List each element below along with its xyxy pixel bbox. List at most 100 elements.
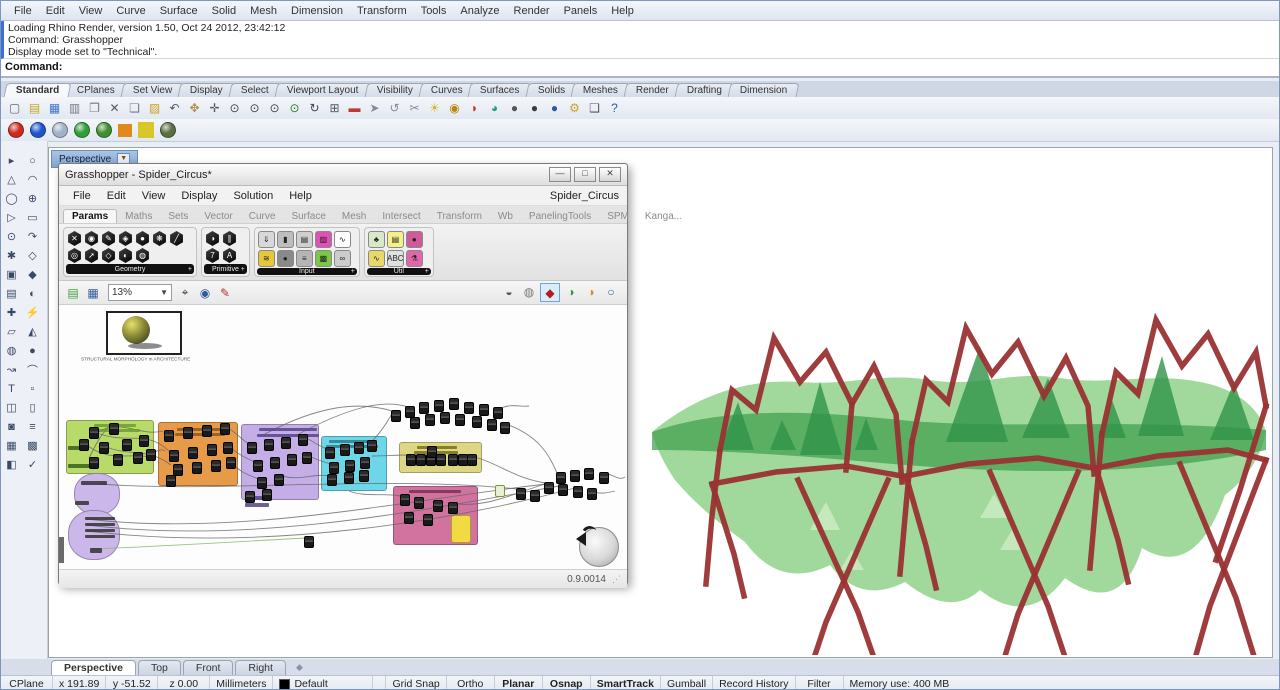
gh-category-tab[interactable]: Wb xyxy=(497,211,513,222)
gh-component[interactable] xyxy=(340,444,350,456)
toolbar-icon[interactable]: ◗ xyxy=(470,101,479,115)
toolbar-tab[interactable]: Curves xyxy=(418,83,475,97)
input-component-icon[interactable]: ∿ xyxy=(333,231,351,248)
gh-component[interactable] xyxy=(202,425,212,437)
gh-component[interactable] xyxy=(264,439,274,451)
toolbar-icon[interactable]: ☀ xyxy=(429,101,440,115)
canvas-view-icon[interactable]: ⌖ xyxy=(181,285,189,299)
gh-component[interactable] xyxy=(146,449,156,461)
toolbar-tab[interactable]: Meshes xyxy=(570,83,631,97)
status-toggle[interactable]: SmartTrack xyxy=(591,676,661,689)
geometry-component-icon[interactable]: ◉ xyxy=(85,231,98,246)
gh-component[interactable] xyxy=(345,460,355,472)
toolbar-tab[interactable]: Surfaces xyxy=(467,83,533,97)
preview-mode-icon[interactable]: ◑ xyxy=(567,284,575,299)
sidebar-tool-icon[interactable]: △ xyxy=(7,174,16,186)
render-tool-icon[interactable] xyxy=(8,122,24,138)
gh-category-tab[interactable]: PanelingTools xyxy=(528,211,592,222)
gh-component[interactable] xyxy=(344,472,354,484)
gh-component[interactable] xyxy=(211,460,221,472)
sidebar-tool-icon[interactable]: ▭ xyxy=(27,212,38,224)
gh-component[interactable] xyxy=(436,454,446,466)
toolbar-tab[interactable]: Display xyxy=(177,83,236,97)
gh-menu-item[interactable]: Solution xyxy=(233,189,274,202)
toolbar-icon[interactable]: ✂ xyxy=(409,101,420,115)
toolbar-tab[interactable]: Dimension xyxy=(727,83,800,97)
gh-category-tab[interactable]: Sets xyxy=(168,211,189,222)
sidebar-tool-icon[interactable]: ◭ xyxy=(28,326,37,338)
gh-component[interactable] xyxy=(360,457,370,469)
sidebar-tool-icon[interactable]: ▯ xyxy=(29,402,36,414)
gh-component[interactable] xyxy=(89,427,99,439)
status-toggle[interactable]: Planar xyxy=(495,676,543,689)
geometry-component-icon[interactable]: ❋ xyxy=(153,231,166,246)
sidebar-tool-icon[interactable]: ▱ xyxy=(7,326,16,338)
gh-component[interactable] xyxy=(274,474,284,486)
gh-component[interactable] xyxy=(166,475,176,487)
canvas-view-icon[interactable]: ◉ xyxy=(199,285,211,300)
minimize-button[interactable]: — xyxy=(549,167,571,182)
input-component-icon[interactable]: ● xyxy=(276,250,294,267)
geometry-component-icon[interactable]: ◈ xyxy=(119,231,132,246)
gh-category-tab[interactable]: SPM xyxy=(607,211,629,222)
gh-component[interactable] xyxy=(414,497,424,509)
gh-component[interactable] xyxy=(257,477,267,489)
gh-menu-item[interactable]: Edit xyxy=(106,189,126,202)
add-viewport-icon[interactable]: ◆ xyxy=(295,662,303,672)
primitive-label[interactable]: Primitive + xyxy=(204,264,247,274)
status-coordinate[interactable]: x 191.89 xyxy=(53,676,107,689)
gh-component[interactable] xyxy=(122,439,132,451)
toolbar-tab[interactable]: Set View xyxy=(120,83,185,97)
toolbar-tab[interactable]: Viewport Layout xyxy=(274,83,372,97)
command-prompt[interactable]: Command: xyxy=(1,59,1279,78)
canvas-scrollbar[interactable] xyxy=(59,537,64,563)
toolbar-icon[interactable]: ▢ xyxy=(8,101,21,115)
viewport-tab[interactable]: Front xyxy=(182,660,234,675)
gh-component[interactable] xyxy=(416,454,426,466)
input-component-icon[interactable]: ∞ xyxy=(333,250,351,267)
menu-item[interactable]: Panels xyxy=(563,4,598,17)
input-component-icon[interactable]: ▤ xyxy=(295,231,313,248)
toolbar-icon[interactable]: ▤ xyxy=(28,101,41,115)
gh-component[interactable] xyxy=(99,442,109,454)
canvas-file-icon[interactable]: ▦ xyxy=(87,285,99,300)
sidebar-tool-icon[interactable]: ⊙ xyxy=(6,231,17,243)
sidebar-tool-icon[interactable]: ▦ xyxy=(6,440,17,452)
gh-component[interactable] xyxy=(391,410,401,422)
status-coordinate[interactable]: Millimeters xyxy=(210,676,274,689)
toolbar-icon[interactable]: ? xyxy=(611,101,618,115)
gh-menu-item[interactable]: Display xyxy=(181,189,218,202)
toolbar-icon[interactable]: ⊙ xyxy=(249,101,260,115)
toolbar-icon[interactable]: ⊙ xyxy=(229,101,240,115)
gh-component[interactable] xyxy=(183,427,193,439)
sidebar-tool-icon[interactable]: ↝ xyxy=(6,364,17,376)
geometry-component-icon[interactable]: ✕ xyxy=(68,231,81,246)
gh-component[interactable] xyxy=(400,494,410,506)
input-component-icon[interactable]: ≡ xyxy=(295,250,313,267)
toolbar-icon[interactable]: ↻ xyxy=(309,101,320,115)
gh-component[interactable] xyxy=(599,472,609,484)
gh-component[interactable] xyxy=(406,454,416,466)
gh-component[interactable] xyxy=(570,470,580,482)
gh-component[interactable] xyxy=(434,400,444,412)
gh-component[interactable] xyxy=(359,470,369,482)
toolbar-icon[interactable]: ▨ xyxy=(148,101,161,115)
status-toggle[interactable]: Gumball xyxy=(661,676,714,689)
gh-menu-item[interactable]: File xyxy=(73,189,91,202)
menu-item[interactable]: Render xyxy=(513,4,550,17)
sidebar-tool-icon[interactable]: ↷ xyxy=(27,231,38,243)
gh-component[interactable] xyxy=(173,464,183,476)
sidebar-tool-icon[interactable]: ◇ xyxy=(28,250,37,262)
sidebar-tool-icon[interactable]: ◐ xyxy=(29,287,36,300)
toolbar-icon[interactable]: ▦ xyxy=(48,101,61,115)
toolbar-icon[interactable]: ✕ xyxy=(109,101,120,115)
menu-item[interactable]: Tools xyxy=(420,4,447,17)
sidebar-tool-icon[interactable]: ▷ xyxy=(7,212,16,224)
preview-mode-icon[interactable]: ◑ xyxy=(587,284,595,299)
sidebar-tool-icon[interactable]: ◠ xyxy=(27,174,38,186)
gh-component[interactable] xyxy=(464,402,474,414)
menu-item[interactable]: File xyxy=(14,4,32,17)
gh-component[interactable] xyxy=(298,434,308,446)
sidebar-tool-icon[interactable]: ✱ xyxy=(6,250,17,262)
toolbar-icon[interactable]: ↺ xyxy=(389,101,400,115)
